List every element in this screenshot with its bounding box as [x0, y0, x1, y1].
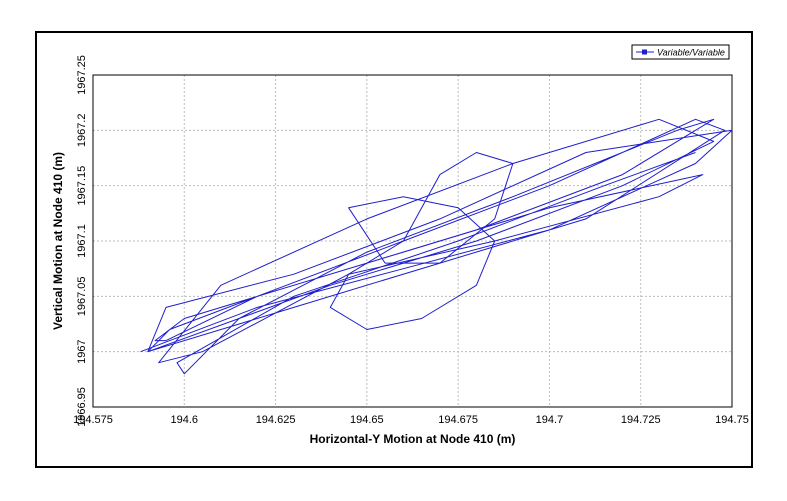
- x-tick-label: 194.675: [438, 414, 478, 426]
- chart-frame: [35, 31, 753, 468]
- legend-entry-label: Variable/Variable: [657, 48, 725, 58]
- x-tick-label: 194.75: [715, 414, 749, 426]
- y-tick-label: 1966.95: [76, 387, 88, 427]
- x-tick-label: 194.6: [171, 414, 199, 426]
- x-axis-title: Horizontal-Y Motion at Node 410 (m): [310, 432, 516, 446]
- grid: [93, 75, 732, 407]
- x-tick-label: 194.7: [536, 414, 564, 426]
- x-tick-label: 194.725: [621, 414, 661, 426]
- y-tick-label: 1967.2: [76, 114, 88, 148]
- y-tick-label: 1967.15: [76, 166, 88, 206]
- y-tick-label: 1967: [76, 339, 88, 363]
- series-line-0: [140, 118, 733, 375]
- legend-box: [631, 44, 730, 60]
- legend: Variable/Variable: [631, 44, 730, 60]
- y-tick-label: 1967.1: [76, 224, 88, 258]
- y-tick-label: 1967.25: [76, 55, 88, 95]
- x-tick-label: 194.575: [73, 414, 113, 426]
- y-axis-title: Vertical Motion at Node 410 (m): [51, 152, 65, 330]
- series-line-1: [329, 152, 514, 330]
- series-layer: [140, 118, 733, 375]
- plot-area: [92, 74, 733, 408]
- x-tick-label: 194.625: [256, 414, 296, 426]
- x-axis-ticks: 194.575 194.6 194.625 194.65 194.675 194.7 194…: [73, 414, 749, 426]
- y-axis-ticks: 1966.95 1967 1967.05 1967.1 1967.15 1967.2 196…: [76, 55, 88, 427]
- x-tick-label: 194.65: [350, 414, 384, 426]
- y-tick-label: 1967.05: [76, 276, 88, 316]
- legend-marker-square: [642, 49, 647, 55]
